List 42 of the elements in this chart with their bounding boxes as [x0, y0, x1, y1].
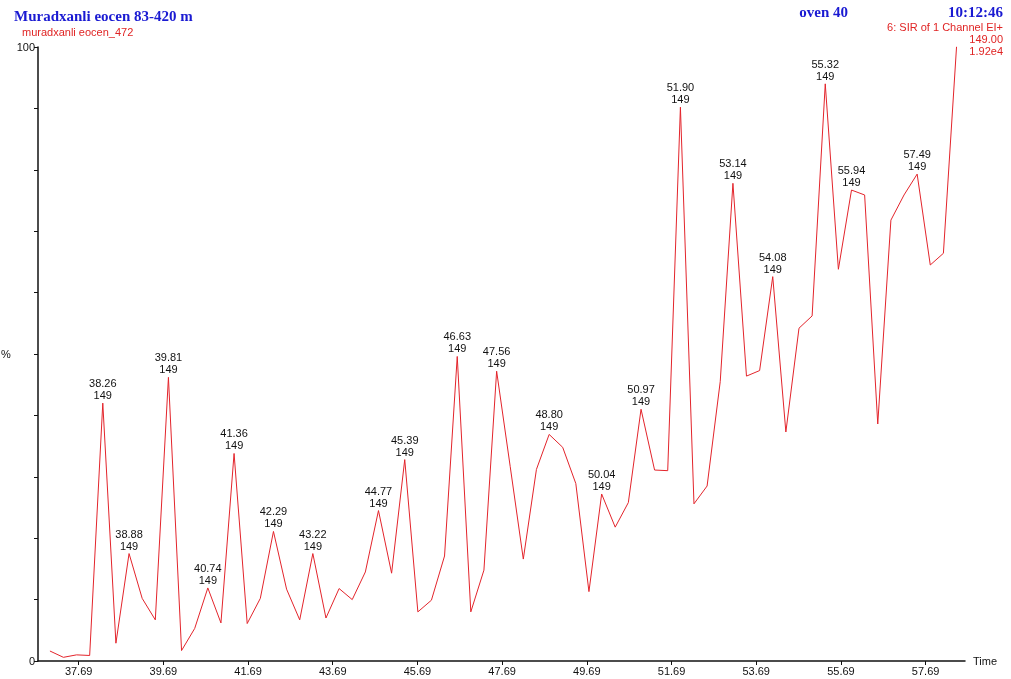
x-tick-label: 55.69 — [827, 664, 855, 677]
text: oven 40 — [799, 3, 848, 20]
annotation: 47.56 149 — [482, 345, 511, 370]
x-tick-label: 47.69 — [488, 664, 516, 677]
x-tick-label: 49.69 — [573, 664, 601, 677]
annotation: 57.49 149 — [903, 148, 931, 173]
x-tick-label: 43.69 — [318, 664, 347, 677]
annotation: 55.94 149 — [837, 164, 866, 189]
text: 1.92e4 — [969, 44, 1004, 57]
annotation: 55.32 149 — [811, 57, 840, 82]
annotation: 45.39 149 — [390, 433, 419, 458]
line-series — [49, 46, 958, 658]
annotation: 50.04 149 — [587, 467, 616, 492]
x-tick-label: 51.69 — [657, 664, 686, 677]
annotation: 39.81 149 — [154, 351, 183, 376]
y-tick-label: 100 — [16, 41, 35, 53]
annotation: 54.08 149 — [758, 250, 787, 275]
chart-title: Muradxanli eocen 83-420 m — [14, 7, 194, 24]
annotation: 38.88 149 — [115, 527, 143, 552]
x-tick-label: 57.69 — [911, 664, 940, 677]
text: 10:12:46 — [948, 3, 1004, 20]
annotation: 43.22 149 — [299, 527, 327, 552]
x-tick-label: 53.69 — [742, 664, 770, 677]
x-axis-title: Time — [973, 655, 998, 667]
annotation: 53.14 149 — [719, 157, 747, 182]
annotation: 42.29 149 — [259, 505, 288, 530]
annotation: 51.90 149 — [666, 81, 695, 106]
text: 149.00 — [969, 32, 1004, 45]
chart-subtitle: muradxanli eocen_472 — [22, 25, 134, 38]
x-tick-label: 41.69 — [234, 664, 262, 677]
annotation: 40.74 149 — [194, 561, 222, 586]
annotation: 50.97 149 — [627, 383, 655, 408]
annotation: 41.36 149 — [220, 427, 248, 452]
annotation: 46.63 149 — [443, 330, 472, 355]
annotation: 44.77 149 — [364, 484, 393, 509]
x-tick-label: 39.69 — [149, 664, 178, 677]
y-axis-title: % — [0, 348, 11, 360]
text: 6: SIR of 1 Channel EI+ — [887, 20, 1004, 33]
annotation: 38.26 149 — [89, 377, 117, 402]
annotation: 48.80 149 — [535, 408, 563, 433]
x-tick-label: 45.69 — [403, 664, 432, 677]
x-tick-label: 37.69 — [64, 664, 93, 677]
